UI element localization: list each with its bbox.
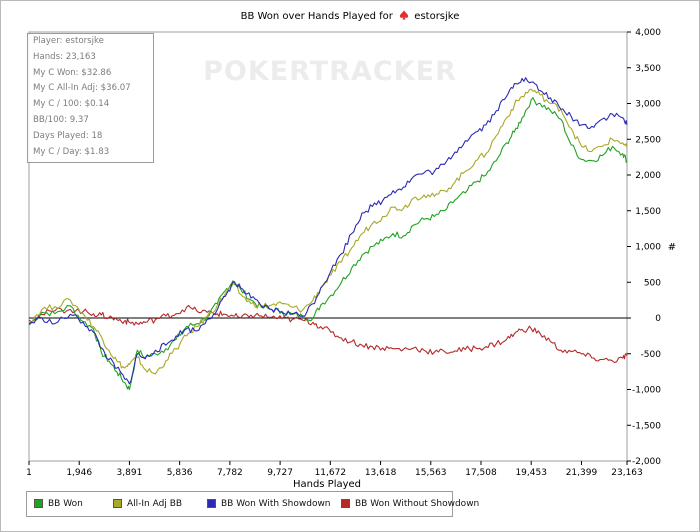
y-tick-label: 0 (655, 314, 661, 324)
legend-label: BB Won (48, 499, 83, 509)
y-tick-label: -2,000 (632, 457, 661, 467)
y-tick-label: -1,000 (632, 386, 661, 396)
x-tick-label: 9,727 (267, 468, 293, 478)
y-tick-label: 2,000 (635, 171, 661, 181)
y-tick-label: 2,500 (635, 135, 661, 145)
stat-per-day: My C / Day: $1.83 (33, 146, 110, 157)
x-tick-label: 1,946 (66, 468, 92, 478)
watermark-text: POKERTRACKER (203, 56, 457, 87)
chart-title: BB Won over Hands Played for estorsjke (0, 10, 700, 22)
series-lines (28, 77, 628, 391)
y-tick-label: 1,500 (635, 207, 661, 217)
x-tick-label: 17,508 (465, 468, 497, 478)
stat-days-played: Days Played: 18 (33, 130, 103, 141)
y-tick-label: 3,000 (635, 100, 661, 110)
x-axis-title: Hands Played (293, 479, 361, 490)
stat-won: My C Won: $32.86 (33, 67, 112, 78)
stat-bb-per-100: BB/100: 9.37 (33, 114, 89, 125)
x-tick-label: 7,782 (217, 468, 243, 478)
y-tick-label: 3,500 (635, 64, 661, 74)
legend-label: All-In Adj BB (127, 499, 183, 509)
y-tick-label: 1,000 (635, 243, 661, 253)
x-tick-label: 3,891 (117, 468, 143, 478)
chart-title-text: BB Won over Hands Played for (240, 11, 393, 22)
y-tick-label: 4,000 (635, 28, 661, 38)
x-tick-label: 1 (26, 468, 32, 478)
y-tick-label: -500 (641, 350, 662, 360)
stat-hands: Hands: 23,163 (33, 51, 96, 62)
series-line-bb-won (28, 97, 628, 391)
legend-swatch (341, 499, 350, 508)
series-line-bb-won-with-showdown (28, 77, 628, 385)
x-axis: 1 1,946 3,891 5,836 7,782 9,727 11,672 13,618 15… (26, 461, 643, 478)
y-tick-label: 500 (644, 278, 661, 288)
legend-label: BB Won With Showdown (221, 499, 331, 509)
series-line-bb-won-without-showdown (28, 304, 628, 364)
player-name: estorsjke (414, 11, 460, 22)
legend-label: BB Won Without Showdown (355, 499, 480, 509)
x-tick-label: 15,563 (415, 468, 447, 478)
x-tick-label: 23,163 (611, 468, 643, 478)
stats-panel: Player: estorsjke Hands: 23,163 My C Won… (27, 33, 154, 163)
legend-swatch (113, 499, 122, 508)
stat-per-100: My C / 100: $0.14 (33, 99, 110, 110)
y-axis-title: # (668, 242, 676, 253)
legend-swatch (34, 499, 43, 508)
x-tick-label: 19,453 (515, 468, 547, 478)
stat-allin-adj: My C All-In Adj: $36.07 (33, 83, 131, 94)
x-tick-label: 13,618 (365, 468, 397, 478)
x-tick-label: 5,836 (167, 468, 193, 478)
chart-legend: BB Won All-In Adj BB BB Won With Showdow… (26, 491, 479, 517)
spade-icon (399, 10, 409, 20)
y-axis: 4,000 3,500 3,000 2,500 2,000 1,500 1,000 500 0 -… (627, 28, 661, 467)
stat-player: Player: estorsjke (33, 36, 104, 46)
x-tick-label: 11,672 (315, 468, 347, 478)
y-tick-label: -1,500 (632, 421, 661, 431)
legend-swatch (207, 499, 216, 508)
x-tick-label: 21,399 (566, 468, 598, 478)
